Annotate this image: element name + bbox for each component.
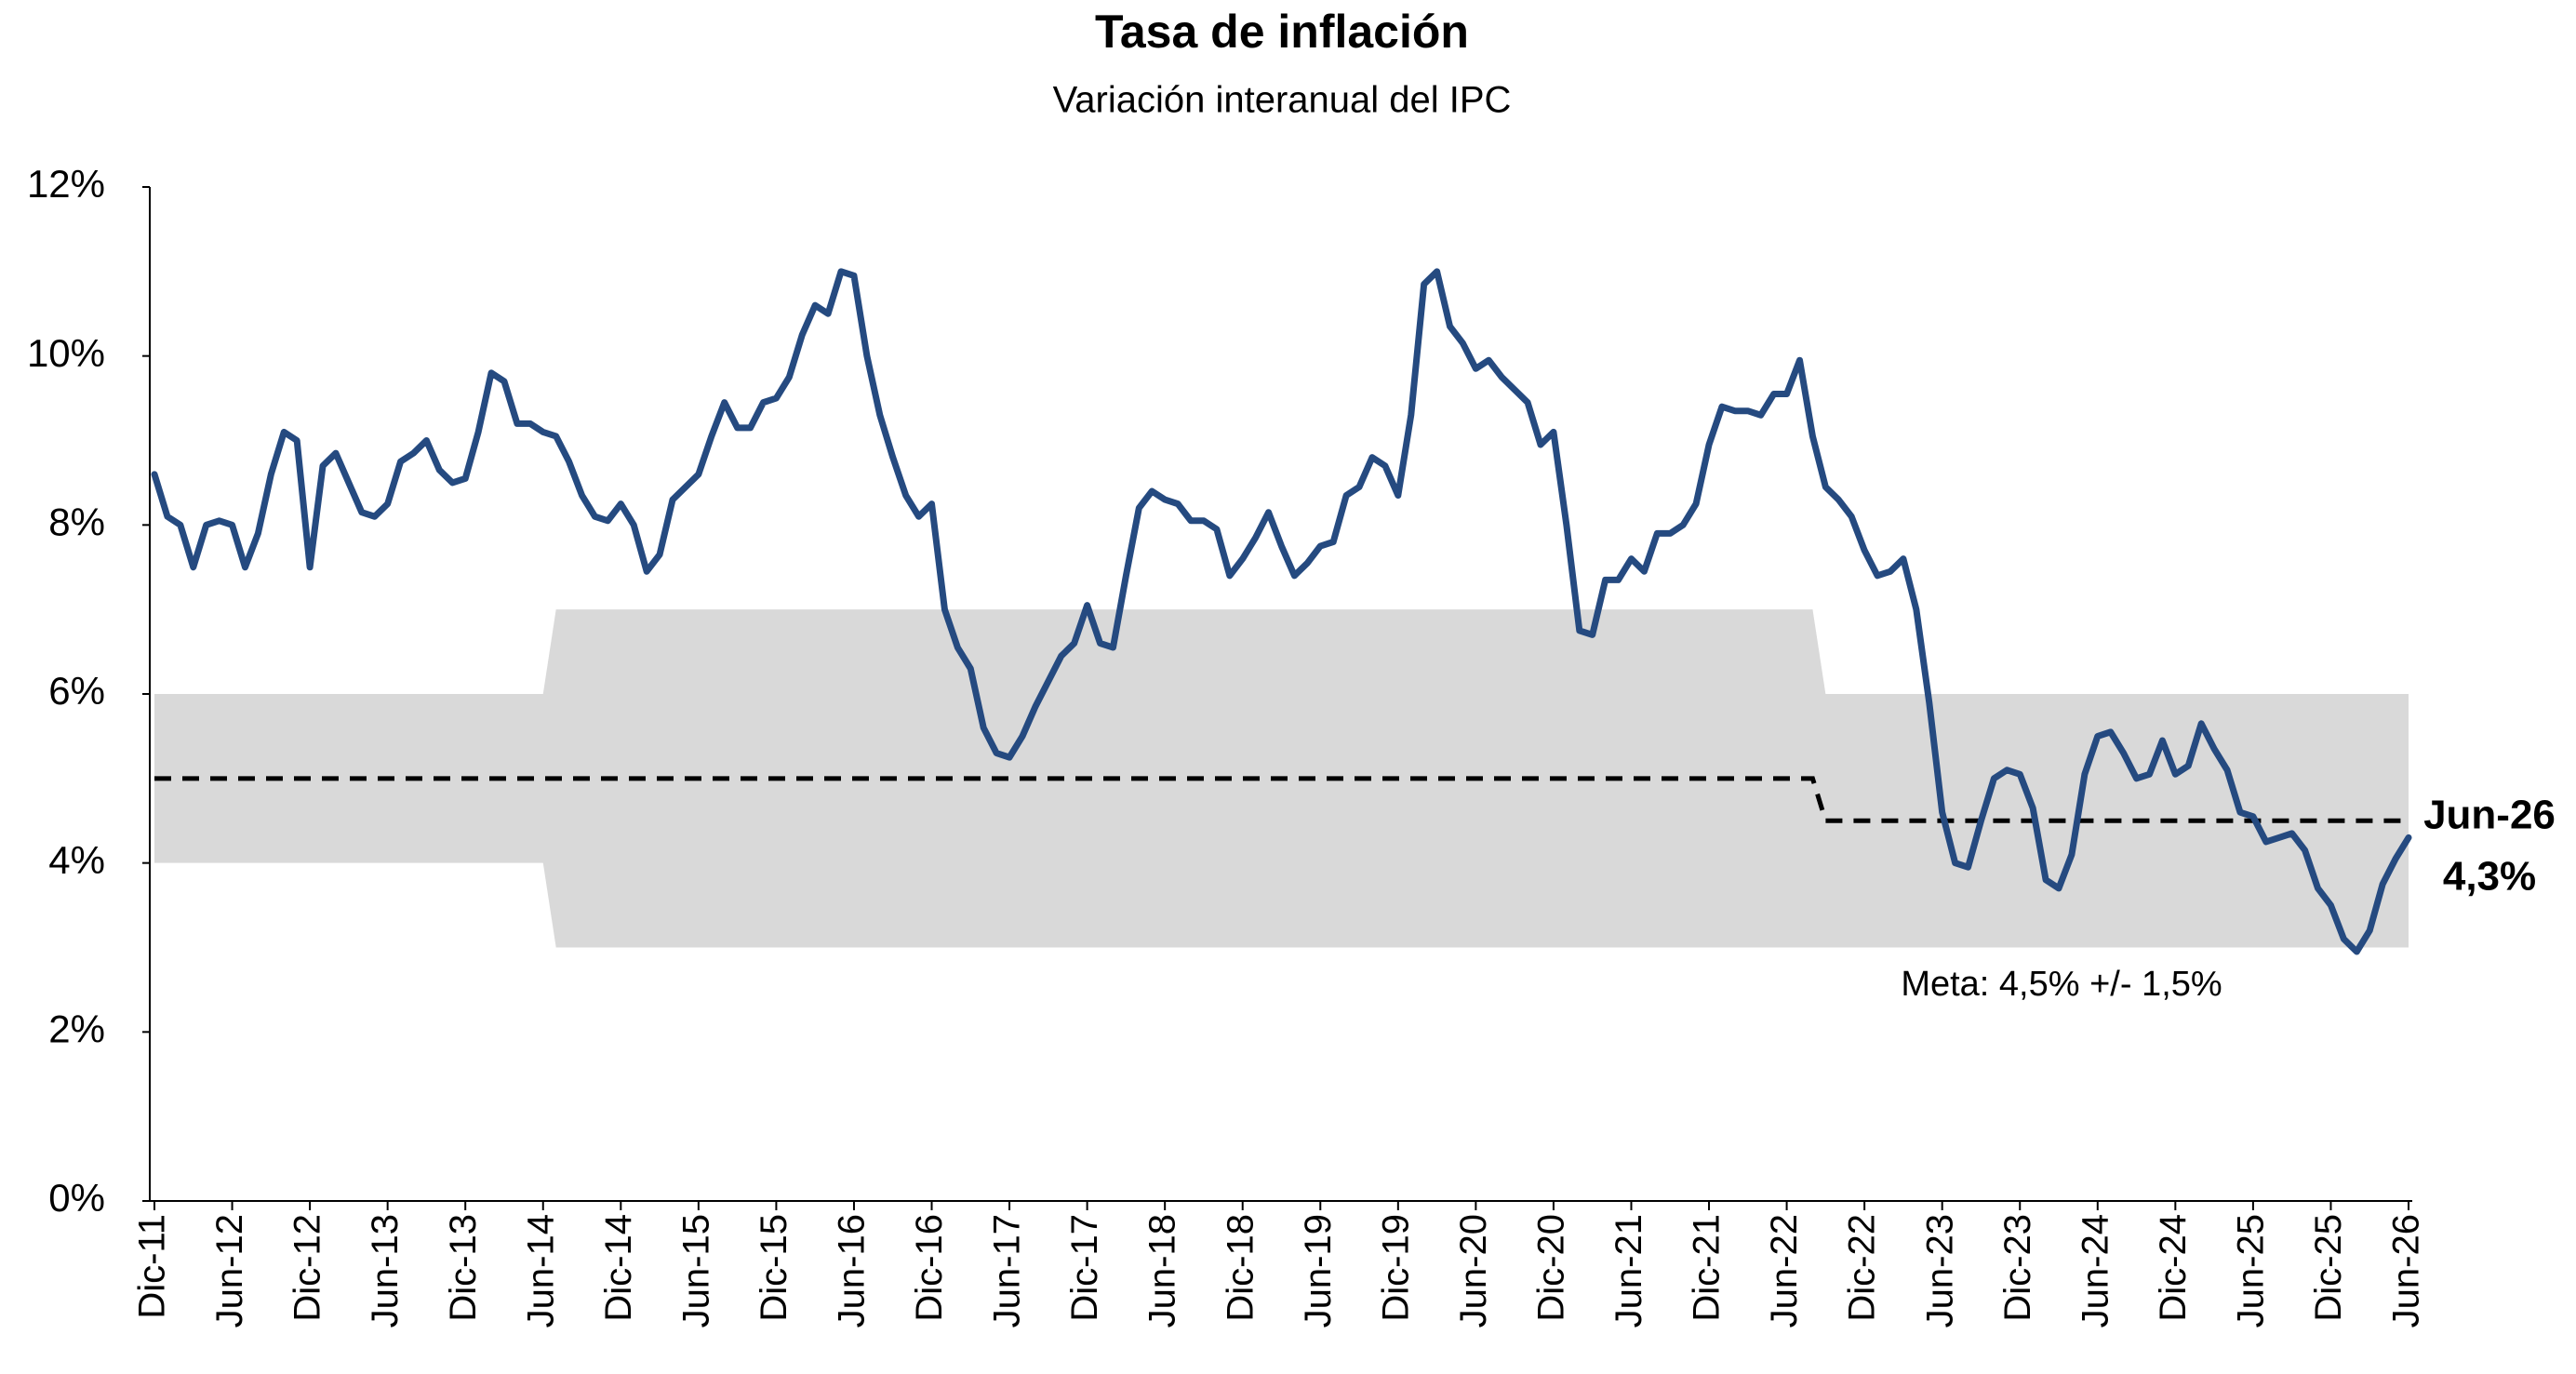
x-tick-label: Jun-21 <box>1608 1214 1649 1327</box>
x-tick-label: Jun-26 <box>2386 1214 2427 1327</box>
y-tick-label: 12% <box>27 162 105 206</box>
x-tick-label: Dic-18 <box>1220 1214 1261 1322</box>
y-tick-label: 0% <box>48 1176 105 1220</box>
end-value-label: 4,3% <box>2443 854 2536 900</box>
x-tick-label: Jun-25 <box>2230 1214 2271 1327</box>
x-tick-label: Jun-14 <box>520 1214 561 1327</box>
x-tick-label: Jun-12 <box>209 1214 250 1327</box>
x-tick-label: Dic-25 <box>2308 1214 2349 1322</box>
band-annotation: Meta: 4,5% +/- 1,5% <box>1901 965 2222 1004</box>
x-tick-label: Jun-13 <box>365 1214 406 1327</box>
y-tick-label: 2% <box>48 1007 105 1050</box>
x-tick-label: Dic-13 <box>443 1214 484 1322</box>
data-line <box>151 268 2412 955</box>
y-tick-label: 4% <box>48 838 105 882</box>
x-tick-label: Dic-11 <box>132 1214 173 1319</box>
x-tick-label: Dic-16 <box>909 1214 950 1322</box>
end-date-label: Jun-26 <box>2423 793 2556 838</box>
chart-title: Tasa de inflación <box>1095 6 1469 58</box>
x-tick-label: Dic-14 <box>598 1214 639 1322</box>
x-tick-label: Jun-16 <box>832 1214 873 1327</box>
x-tick-label: Jun-22 <box>1764 1214 1805 1327</box>
x-tick-label: Jun-18 <box>1142 1214 1183 1327</box>
y-tick-label: 6% <box>48 669 105 713</box>
y-tick-label: 8% <box>48 500 105 543</box>
y-tick-label: 10% <box>27 331 105 375</box>
x-tick-label: Dic-23 <box>1997 1214 2038 1322</box>
x-tick-label: Dic-17 <box>1064 1214 1105 1322</box>
x-tick-label: Jun-17 <box>987 1214 1028 1327</box>
x-tick-label: Dic-12 <box>287 1214 328 1322</box>
x-tick-label: Jun-19 <box>1298 1214 1339 1327</box>
x-tick-label: Jun-15 <box>675 1214 716 1327</box>
x-tick-label: Dic-21 <box>1687 1214 1728 1322</box>
x-tick-label: Dic-24 <box>2153 1214 2194 1322</box>
x-tick-label: Jun-23 <box>1919 1214 1960 1327</box>
x-tick-label: Dic-19 <box>1375 1214 1416 1322</box>
x-tick-label: Dic-15 <box>754 1214 794 1322</box>
x-tick-label: Dic-20 <box>1530 1214 1571 1322</box>
x-tick-label: Jun-20 <box>1453 1214 1494 1327</box>
x-tick-label: Dic-22 <box>1842 1214 1883 1322</box>
x-tick-label: Jun-24 <box>2075 1214 2116 1327</box>
chart-subtitle: Variación interanual del IPC <box>1053 80 1512 121</box>
